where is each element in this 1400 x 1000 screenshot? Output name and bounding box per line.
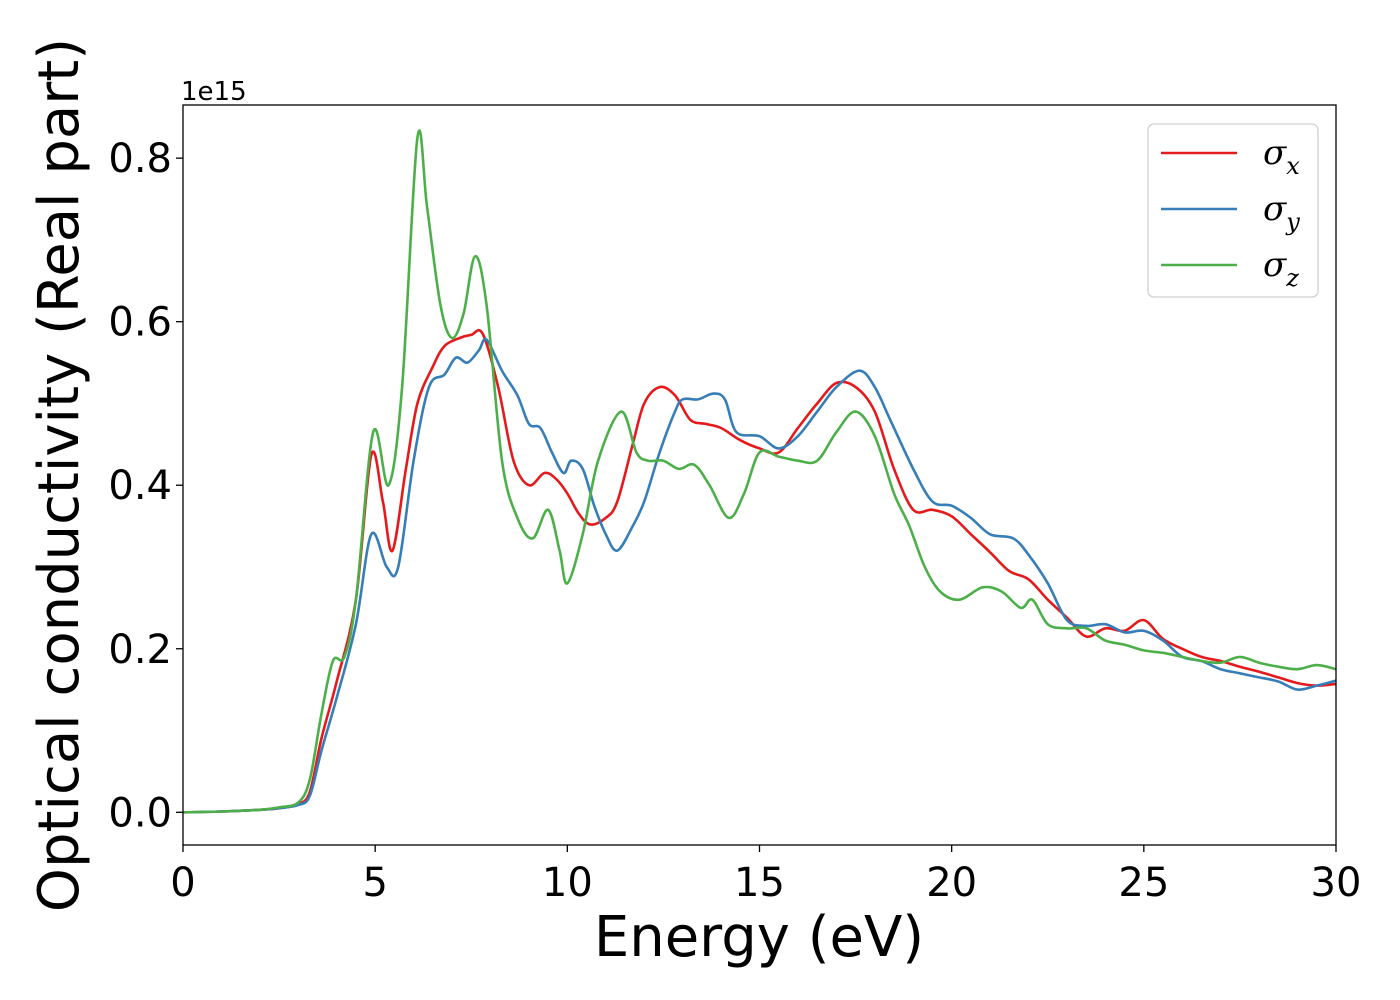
legend-label-z: σz	[1263, 245, 1299, 292]
y-offset-label: 1e15	[181, 77, 247, 107]
legend: σx σy σz	[1147, 123, 1319, 298]
series-line-y	[182, 337, 1337, 814]
x-tick-label: 15	[734, 860, 785, 906]
y-tick-label: 0.2	[108, 627, 172, 673]
x-tick-label: 30	[1311, 860, 1362, 906]
y-tick-label: 0.8	[108, 136, 172, 182]
series-line-z	[182, 129, 1337, 814]
x-tick-label: 10	[542, 860, 593, 906]
y-tick-label: 0.0	[108, 790, 172, 836]
x-axis-title: Energy (eV)	[594, 905, 924, 970]
x-tick-label: 20	[926, 860, 977, 906]
legend-label-x: σx	[1263, 133, 1300, 180]
series-line-x	[182, 328, 1337, 814]
x-axis: 0 5 10 15 20 25 30	[170, 845, 1361, 906]
y-tick-label: 0.6	[108, 300, 172, 346]
x-tick-label: 25	[1118, 860, 1169, 906]
x-tick-label: 0	[170, 860, 195, 906]
y-axis: 0.0 0.2 0.4 0.6 0.8	[108, 136, 183, 836]
x-tick-label: 5	[362, 860, 387, 906]
y-tick-label: 0.4	[108, 463, 172, 509]
legend-frame	[1147, 123, 1319, 298]
plot-lines	[182, 129, 1337, 814]
y-axis-title: Optical conductivity (Real part)	[27, 38, 92, 912]
legend-label-y: σy	[1263, 189, 1300, 236]
